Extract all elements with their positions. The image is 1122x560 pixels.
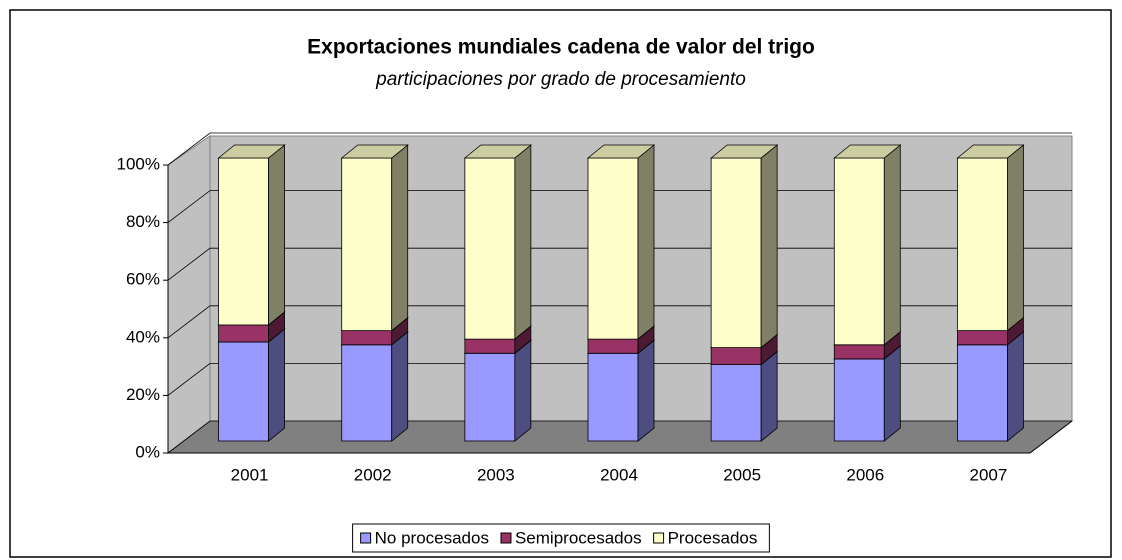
legend-box — [352, 523, 770, 553]
bar-top — [217, 144, 286, 159]
bar — [464, 352, 516, 442]
grid-line — [167, 247, 1072, 281]
bar-side — [760, 144, 778, 349]
bar — [710, 347, 762, 365]
bar-segment — [833, 144, 902, 346]
bar-top — [463, 144, 532, 159]
bar-segment — [956, 330, 1025, 442]
bar — [957, 344, 1008, 442]
x-tick-label: 2005 — [723, 465, 761, 484]
bar-segment — [340, 330, 409, 442]
grid-line — [167, 362, 1072, 396]
y-tick-label: 40% — [126, 327, 160, 346]
bar-side — [1007, 330, 1024, 442]
bar-segment — [586, 144, 656, 340]
legend-label: No procesados — [375, 528, 489, 547]
legend-label: Semiprocesados — [515, 528, 642, 547]
bar-side — [1007, 144, 1024, 332]
bar-segment — [463, 339, 532, 442]
bar-side — [883, 144, 901, 346]
bar — [587, 352, 639, 442]
side-wall — [167, 135, 211, 455]
bar-side — [514, 144, 532, 340]
legend: No procesados Semiprocesados Procesados — [352, 523, 770, 553]
bar — [587, 157, 639, 340]
bar-segment — [463, 144, 532, 340]
bar-segment — [710, 350, 779, 442]
bar — [218, 157, 269, 326]
y-tick-label: 80% — [126, 212, 160, 231]
bar-segment — [586, 339, 656, 442]
bar — [218, 324, 269, 343]
bar-top — [710, 144, 779, 159]
bar-side — [268, 328, 285, 442]
bar-side — [637, 339, 655, 442]
bar-side — [514, 339, 532, 442]
grid-line — [167, 305, 1072, 339]
bar-segment — [217, 328, 286, 442]
bar — [710, 364, 762, 442]
x-axis-depth — [1029, 420, 1073, 454]
bar-side — [391, 144, 409, 332]
bar-top — [833, 144, 902, 159]
y-tick-label: 100% — [117, 154, 160, 173]
bar-top — [956, 144, 1025, 159]
bar — [587, 338, 639, 354]
y-tick-label: 60% — [126, 270, 160, 289]
x-tick-label: 2003 — [477, 465, 515, 484]
bar — [833, 157, 885, 346]
bar — [957, 157, 1008, 332]
x-tick-label: 2006 — [846, 465, 884, 484]
bar-side — [883, 345, 901, 442]
bar-side — [637, 144, 655, 340]
bar-segment — [833, 345, 902, 442]
bar — [957, 330, 1008, 346]
y-tick-label: 20% — [126, 385, 160, 404]
bar-segment — [340, 144, 409, 332]
x-tick-label: 2004 — [600, 465, 638, 484]
bar-segment — [217, 144, 286, 326]
bar — [710, 157, 762, 349]
bar — [833, 344, 885, 360]
bar-segment — [710, 144, 779, 349]
bar-segment — [956, 144, 1025, 332]
legend-label: Procesados — [668, 528, 758, 547]
x-tick-label: 2007 — [970, 465, 1008, 484]
bar-side — [391, 330, 409, 442]
bar-top — [586, 144, 656, 159]
grid-line — [167, 132, 1072, 166]
legend-swatch — [360, 532, 372, 544]
x-tick-label: 2002 — [354, 465, 392, 484]
bar — [464, 157, 516, 340]
grid-line — [167, 420, 1072, 454]
x-tick-label: 2001 — [231, 465, 269, 484]
bar-top — [340, 144, 409, 159]
y-tick-label: 0% — [135, 442, 160, 461]
bar-side — [268, 144, 285, 326]
bar — [341, 330, 393, 346]
bar — [218, 341, 269, 442]
legend-swatch — [653, 532, 665, 544]
bar — [341, 157, 393, 332]
bar-side — [760, 350, 778, 442]
chart-subtitle: participaciones por grado de procesamien… — [375, 69, 746, 90]
chart-title: Exportaciones mundiales cadena de valor … — [307, 36, 815, 59]
legend-swatch — [500, 532, 512, 544]
bar — [833, 358, 885, 442]
bar — [464, 338, 516, 354]
grid-line — [167, 190, 1072, 223]
bar — [341, 344, 393, 442]
